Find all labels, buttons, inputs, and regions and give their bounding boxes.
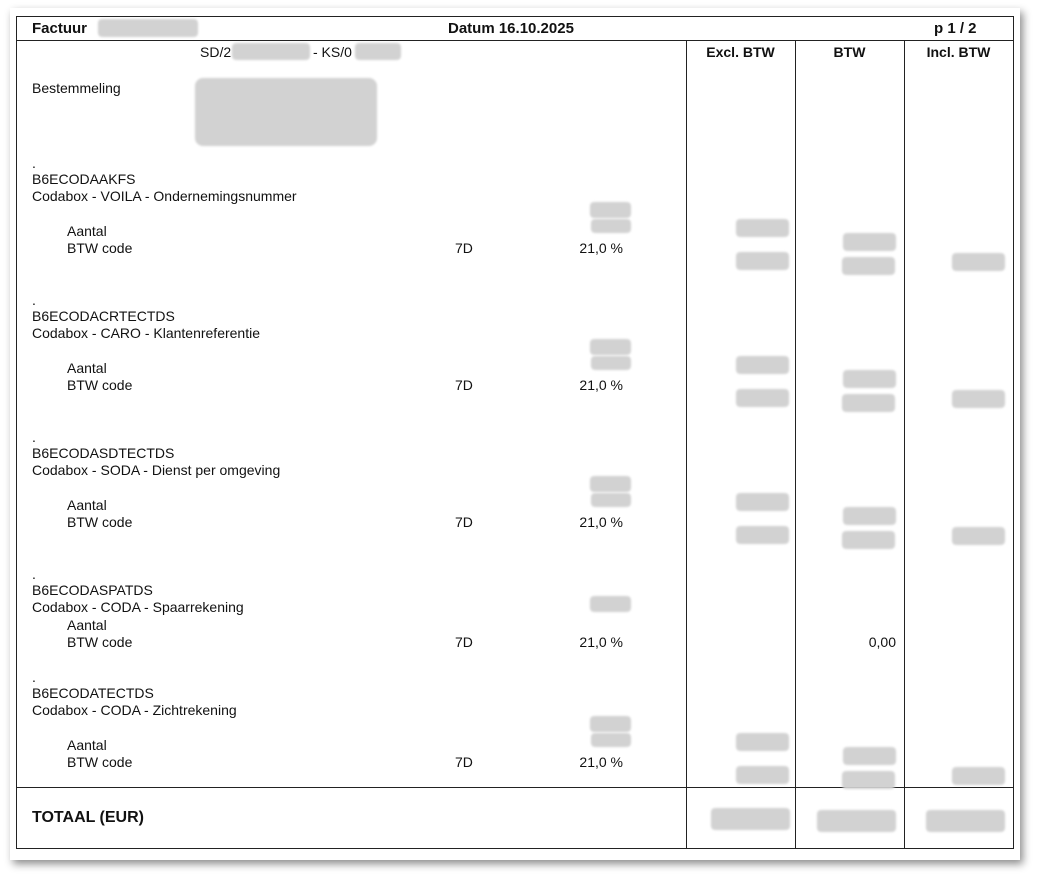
redacted bbox=[736, 252, 789, 270]
marker: . bbox=[32, 669, 36, 685]
border bbox=[16, 16, 17, 849]
item-description: Codabox - CODA - Spaarrekening bbox=[32, 599, 244, 615]
item-code: B6ECODASDTECTDS bbox=[32, 445, 175, 461]
border bbox=[16, 848, 1014, 849]
label: BTW code bbox=[67, 377, 133, 393]
redacted bbox=[736, 219, 789, 237]
border bbox=[16, 16, 1014, 17]
marker: . bbox=[32, 566, 36, 582]
vat-rate: 21,0 % bbox=[579, 377, 623, 393]
column-line bbox=[795, 40, 796, 849]
redacted bbox=[926, 810, 1005, 832]
item-description: Codabox - CARO - Klantenreferentie bbox=[32, 325, 260, 341]
redacted bbox=[736, 526, 789, 544]
redacted bbox=[843, 507, 896, 525]
redacted bbox=[590, 202, 631, 218]
vat-rate: 21,0 % bbox=[579, 634, 623, 650]
vat-amount: 0,00 bbox=[868, 634, 896, 650]
redacted bbox=[232, 43, 310, 60]
redacted bbox=[355, 43, 401, 60]
redacted bbox=[843, 747, 896, 765]
redacted bbox=[590, 339, 631, 355]
vat-rate: 21,0 % bbox=[579, 514, 623, 530]
vat-code: 7D bbox=[455, 754, 473, 770]
label: BTW code bbox=[67, 240, 133, 256]
label: Aantal bbox=[67, 497, 107, 513]
date: Datum 16.10.2025 bbox=[448, 20, 574, 37]
redacted bbox=[591, 493, 631, 507]
label: Aantal bbox=[67, 360, 107, 376]
redacted bbox=[591, 356, 631, 370]
label: BTW code bbox=[67, 754, 133, 770]
item-description: Codabox - CODA - Zichtrekening bbox=[32, 702, 237, 718]
label: Aantal bbox=[67, 223, 107, 239]
item-description: Codabox - SODA - Dienst per omgeving bbox=[32, 462, 281, 478]
item-code: B6ECODASPATDS bbox=[32, 582, 153, 598]
border bbox=[16, 787, 1014, 788]
redacted bbox=[817, 810, 896, 832]
page-number: p 1 / 2 bbox=[934, 20, 977, 37]
border bbox=[16, 40, 1014, 41]
vat-code: 7D bbox=[455, 634, 473, 650]
redacted bbox=[590, 476, 631, 492]
redacted bbox=[952, 390, 1005, 408]
redacted bbox=[952, 767, 1005, 785]
redacted bbox=[736, 766, 789, 784]
redacted bbox=[842, 531, 895, 549]
column-header: Excl. BTW bbox=[706, 44, 775, 60]
title: Factuur bbox=[32, 20, 88, 37]
redacted bbox=[195, 78, 377, 146]
marker: . bbox=[32, 429, 36, 445]
redacted bbox=[736, 493, 789, 511]
label: BTW code bbox=[67, 634, 133, 650]
redacted bbox=[590, 596, 631, 612]
vat-code: 7D bbox=[455, 240, 473, 256]
redacted bbox=[591, 733, 631, 747]
redacted bbox=[590, 716, 631, 732]
total-label: TOTAAL (EUR) bbox=[32, 809, 144, 826]
vat-code: 7D bbox=[455, 377, 473, 393]
redacted bbox=[843, 370, 896, 388]
item-description: Codabox - VOILA - Ondernemingsnummer bbox=[32, 188, 297, 204]
recipient-label: Bestemmeling bbox=[32, 80, 121, 96]
vat-code: 7D bbox=[455, 514, 473, 530]
reference: SD/2 bbox=[200, 44, 232, 60]
column-line bbox=[686, 40, 687, 849]
vat-rate: 21,0 % bbox=[579, 754, 623, 770]
redacted bbox=[842, 394, 895, 412]
redacted bbox=[736, 733, 789, 751]
redacted bbox=[98, 19, 198, 37]
redacted bbox=[711, 808, 790, 830]
redacted bbox=[842, 771, 895, 789]
redacted bbox=[843, 233, 896, 251]
label: Aantal bbox=[67, 617, 107, 633]
redacted bbox=[952, 253, 1005, 271]
item-code: B6ECODATECTDS bbox=[32, 685, 154, 701]
marker: . bbox=[32, 292, 36, 308]
item-code: B6ECODACRTECTDS bbox=[32, 308, 175, 324]
paper bbox=[10, 8, 1020, 860]
column-header: Incl. BTW bbox=[926, 44, 991, 60]
vat-rate: 21,0 % bbox=[579, 240, 623, 256]
column-header: BTW bbox=[833, 44, 866, 60]
column-line bbox=[904, 40, 905, 849]
border bbox=[1013, 16, 1014, 849]
redacted bbox=[591, 219, 631, 233]
redacted bbox=[842, 257, 895, 275]
redacted bbox=[736, 356, 789, 374]
redacted bbox=[736, 389, 789, 407]
item-code: B6ECODAAKFS bbox=[32, 171, 136, 187]
reference: - KS/0 bbox=[313, 44, 352, 60]
marker: . bbox=[32, 155, 36, 171]
label: BTW code bbox=[67, 514, 133, 530]
redacted bbox=[952, 527, 1005, 545]
label: Aantal bbox=[67, 737, 107, 753]
